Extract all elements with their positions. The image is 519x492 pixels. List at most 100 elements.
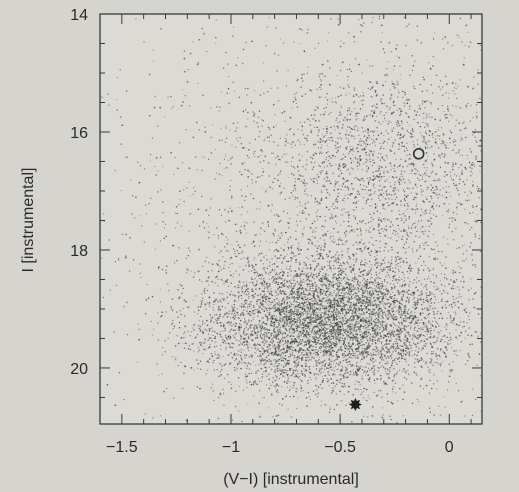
scatter-point [207, 270, 209, 273]
scatter-point [388, 343, 390, 345]
scatter-point [245, 299, 248, 302]
scatter-point [434, 341, 436, 344]
scatter-point [420, 339, 423, 342]
scatter-point [349, 330, 352, 332]
scatter-point [299, 306, 302, 309]
scatter-point [263, 344, 265, 346]
scatter-point [173, 326, 175, 328]
scatter-point [384, 321, 386, 323]
scatter-point [339, 331, 341, 333]
scatter-point [329, 328, 331, 331]
scatter-point [359, 353, 361, 356]
scatter-point [323, 276, 325, 278]
scatter-point [388, 302, 390, 304]
scatter-point [284, 339, 287, 342]
scatter-point [372, 320, 375, 323]
scatter-point [274, 371, 276, 373]
scatter-point [379, 357, 382, 359]
scatter-point [348, 356, 351, 359]
scatter-point [273, 234, 276, 237]
scatter-point [324, 363, 326, 366]
scatter-point [303, 279, 305, 281]
scatter-point [326, 323, 329, 326]
scatter-point [439, 290, 441, 292]
scatter-point [335, 283, 337, 285]
scatter-point [253, 330, 256, 333]
scatter-point [306, 285, 309, 287]
scatter-point [216, 262, 218, 265]
scatter-point [399, 292, 401, 294]
scatter-point [288, 280, 291, 282]
scatter-point [349, 325, 352, 328]
scatter-point [274, 290, 276, 292]
scatter-point [287, 287, 290, 289]
scatter-point [392, 280, 394, 282]
scatter-point [418, 322, 421, 324]
scatter-point [293, 342, 296, 345]
scatter-point [327, 265, 329, 267]
scatter-point [367, 351, 369, 353]
scatter-point [327, 300, 330, 302]
scatter-point [293, 337, 296, 340]
scatter-point [256, 272, 259, 274]
scatter-point [389, 293, 392, 295]
scatter-point [248, 349, 250, 352]
scatter-point [209, 343, 211, 346]
scatter-point [373, 369, 376, 372]
scatter-point [254, 309, 256, 311]
scatter-point [393, 306, 396, 308]
scatter-point [272, 353, 275, 356]
scatter-point [243, 349, 245, 351]
scatter-point [374, 321, 376, 324]
scatter-point [263, 343, 266, 345]
scatter-point [329, 266, 332, 268]
scatter-point [317, 309, 320, 311]
scatter-point [320, 327, 323, 330]
scatter-point [397, 321, 400, 324]
scatter-point [309, 305, 312, 308]
scatter-point [324, 323, 326, 326]
scatter-point [355, 330, 357, 332]
scatter-point [349, 316, 352, 318]
scatter-point [297, 249, 300, 252]
scatter-point [316, 250, 318, 253]
scatter-point [275, 273, 277, 275]
scatter-point [323, 371, 325, 373]
scatter-point [268, 407, 270, 409]
scatter-point [237, 377, 240, 379]
scatter-point [268, 387, 271, 390]
scatter-point [262, 300, 264, 303]
scatter-point [268, 307, 270, 310]
scatter-point [262, 263, 264, 265]
scatter-point [329, 286, 331, 288]
scatter-point [328, 385, 330, 387]
scatter-point [358, 275, 360, 277]
scatter-point [316, 323, 319, 326]
scatter-point [378, 311, 380, 314]
scatter-point [387, 356, 390, 359]
scatter-point [244, 291, 246, 293]
scatter-point [400, 350, 402, 352]
scatter-point [267, 311, 269, 314]
scatter-point [258, 320, 261, 322]
scatter-point [323, 306, 326, 308]
scatter-point [248, 346, 250, 348]
scatter-point [240, 367, 242, 370]
scatter-point [326, 290, 328, 292]
scatter-point [352, 311, 354, 313]
scatter-point [280, 370, 283, 372]
scatter-point [436, 337, 439, 339]
scatter-point [282, 318, 284, 320]
scatter-point [366, 317, 369, 319]
scatter-point [337, 336, 339, 338]
scatter-point [150, 320, 153, 323]
scatter-point [331, 292, 333, 295]
scatter-point [292, 346, 294, 349]
scatter-point [280, 282, 283, 284]
scatter-point [286, 318, 288, 320]
scatter-point [268, 300, 270, 303]
scatter-point [322, 344, 324, 346]
scatter-point [276, 294, 278, 296]
scatter-point [353, 307, 356, 309]
scatter-point [328, 318, 331, 321]
